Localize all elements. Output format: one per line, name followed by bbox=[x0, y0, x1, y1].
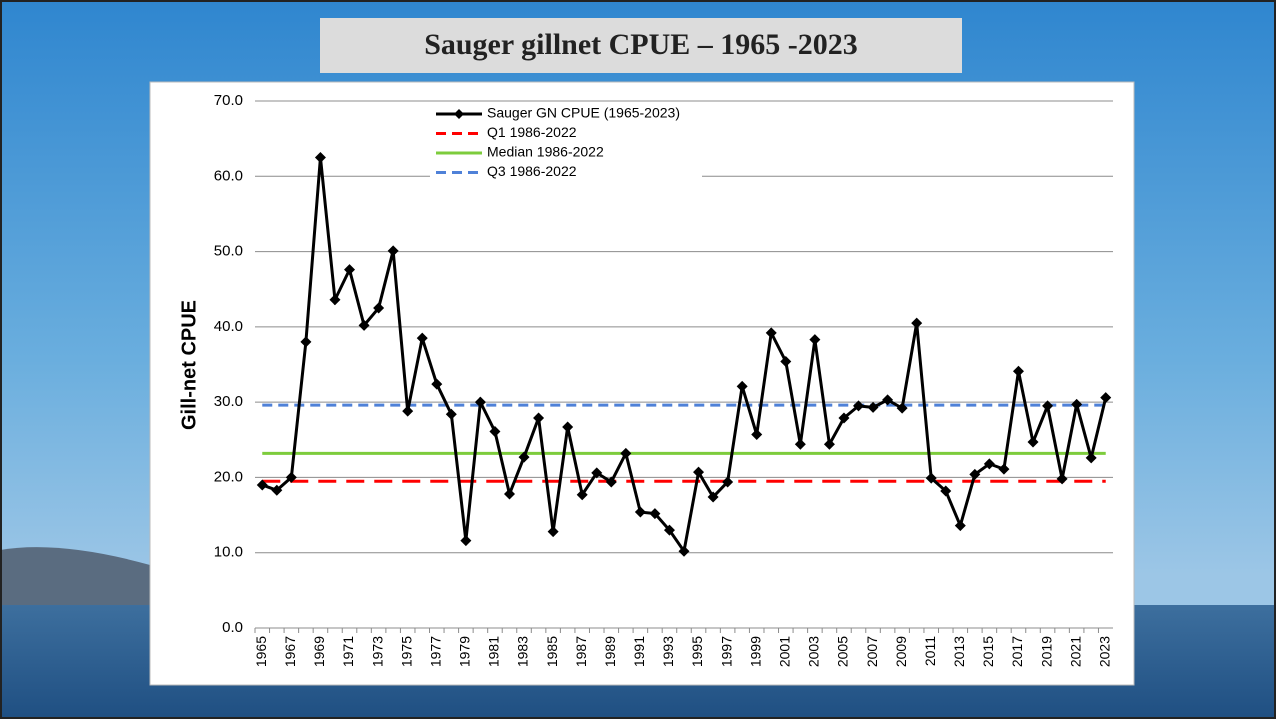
x-tick-label: 1969 bbox=[311, 636, 327, 667]
x-tick-label: 2003 bbox=[806, 636, 822, 667]
x-tick-label: 1975 bbox=[398, 636, 414, 667]
y-tick-label: 20.0 bbox=[214, 468, 243, 485]
legend-label: Median 1986-2022 bbox=[487, 144, 604, 160]
y-tick-label: 10.0 bbox=[214, 544, 243, 561]
x-tick-label: 2005 bbox=[835, 636, 851, 667]
x-tick-label: 2007 bbox=[864, 636, 880, 667]
y-tick-label: 40.0 bbox=[214, 318, 243, 335]
x-tick-label: 1999 bbox=[747, 636, 763, 667]
x-tick-label: 2015 bbox=[980, 636, 996, 667]
x-tick-label: 1973 bbox=[369, 636, 385, 667]
x-tick-label: 1971 bbox=[340, 636, 356, 667]
x-tick-label: 2023 bbox=[1096, 636, 1112, 667]
x-tick-label: 1993 bbox=[660, 636, 676, 667]
x-tick-label: 1985 bbox=[544, 636, 560, 667]
x-tick-label: 1979 bbox=[457, 636, 473, 667]
x-tick-label: 2001 bbox=[776, 636, 792, 667]
x-tick-label: 2017 bbox=[1009, 636, 1025, 667]
legend-label: Sauger GN CPUE (1965-2023) bbox=[487, 105, 680, 121]
y-tick-label: 0.0 bbox=[222, 619, 243, 636]
y-tick-label: 30.0 bbox=[214, 393, 243, 410]
x-tick-label: 2021 bbox=[1067, 636, 1083, 667]
y-tick-label: 50.0 bbox=[214, 243, 243, 260]
x-tick-label: 2009 bbox=[893, 636, 909, 667]
x-tick-label: 2011 bbox=[922, 636, 938, 666]
legend-label: Q3 1986-2022 bbox=[487, 163, 577, 179]
x-tick-label: 1991 bbox=[631, 636, 647, 667]
legend-label: Q1 1986-2022 bbox=[487, 124, 577, 140]
x-tick-label: 1967 bbox=[282, 636, 298, 667]
x-tick-label: 1965 bbox=[253, 636, 269, 667]
page: Sauger gillnet CPUE – 1965 -2023 Gill-ne… bbox=[0, 0, 1276, 719]
x-tick-label: 1989 bbox=[602, 636, 618, 667]
x-tick-label: 1977 bbox=[427, 636, 443, 667]
y-axis-label: Gill-net CPUE bbox=[178, 300, 200, 430]
x-tick-label: 1987 bbox=[573, 636, 589, 667]
x-tick-label: 2019 bbox=[1038, 636, 1054, 667]
chart-title: Sauger gillnet CPUE – 1965 -2023 bbox=[424, 28, 858, 61]
y-tick-label: 70.0 bbox=[214, 92, 243, 109]
x-tick-label: 1997 bbox=[718, 636, 734, 667]
x-tick-label: 1983 bbox=[515, 636, 531, 667]
x-tick-label: 2013 bbox=[951, 636, 967, 667]
x-tick-label: 1995 bbox=[689, 636, 705, 667]
x-tick-label: 1981 bbox=[486, 636, 502, 667]
y-tick-label: 60.0 bbox=[214, 167, 243, 184]
slide: Sauger gillnet CPUE – 1965 -2023 Gill-ne… bbox=[0, 0, 1276, 719]
